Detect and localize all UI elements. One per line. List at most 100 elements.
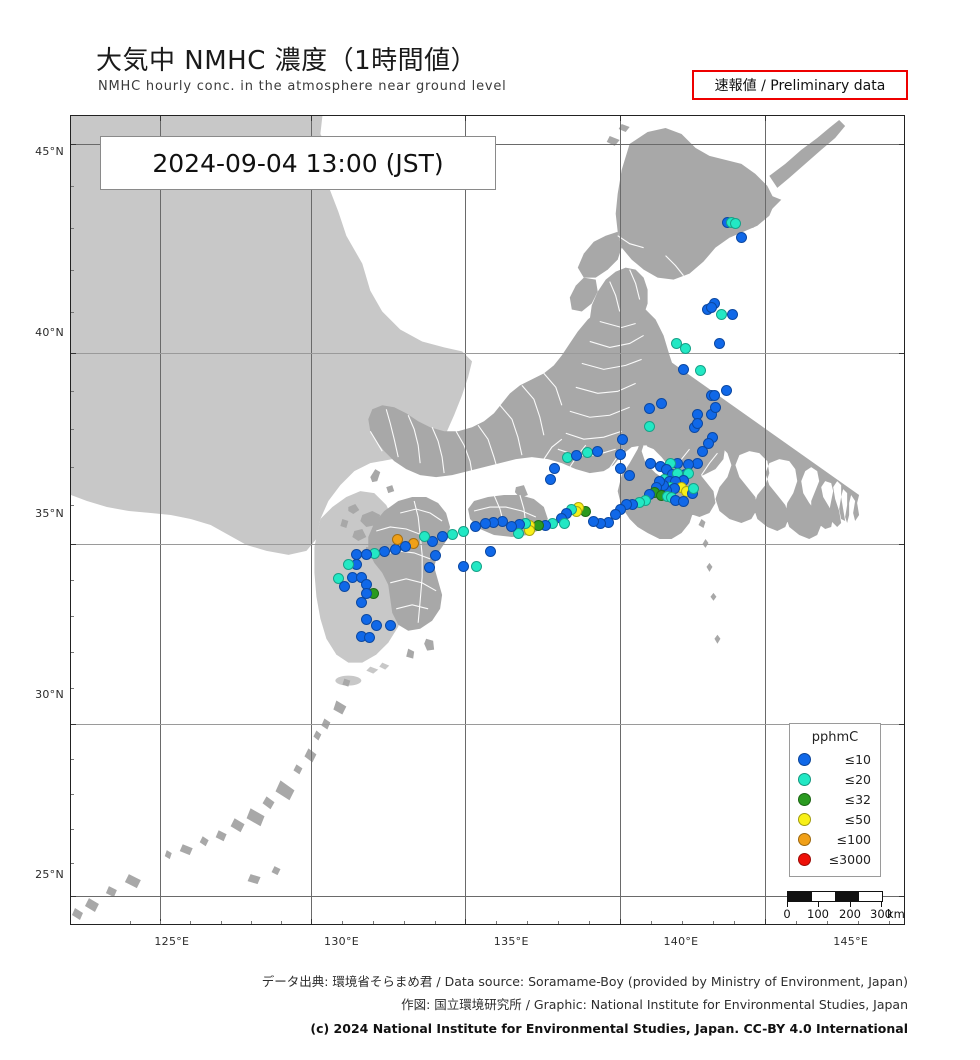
observation-point[interactable]	[360, 548, 372, 560]
tick-minor	[221, 921, 222, 924]
scale-bar-graphic	[787, 891, 883, 902]
observation-point[interactable]	[735, 232, 747, 244]
tick-right	[899, 544, 904, 545]
observation-point[interactable]	[392, 533, 404, 545]
observation-point[interactable]	[720, 384, 732, 396]
observation-point[interactable]	[418, 530, 430, 542]
tick-minor	[71, 186, 74, 187]
tick-lat-25	[71, 896, 76, 897]
observation-point[interactable]	[708, 390, 720, 402]
observation-point[interactable]	[512, 528, 524, 540]
observation-point[interactable]	[506, 520, 518, 532]
legend-item[interactable]: ≤3000	[796, 849, 874, 869]
observation-point[interactable]	[695, 365, 707, 377]
footer-copyright: (c) 2024 National Institute for Environm…	[310, 1021, 908, 1036]
observation-point[interactable]	[571, 450, 583, 462]
tick-minor	[404, 921, 405, 924]
tick-lat-40	[71, 353, 76, 354]
observation-point[interactable]	[591, 446, 603, 458]
observation-point[interactable]	[679, 342, 691, 354]
observation-point[interactable]	[702, 437, 714, 449]
graticule-lon-135	[465, 116, 466, 924]
tick-minor	[71, 688, 74, 689]
observation-point[interactable]	[360, 587, 372, 599]
tick-lon-130	[311, 919, 312, 924]
observation-point[interactable]	[615, 448, 627, 460]
observation-point[interactable]	[706, 302, 718, 314]
observation-point[interactable]	[617, 434, 629, 446]
observation-point[interactable]	[430, 549, 442, 561]
tick-minor	[342, 921, 343, 924]
tick-minor	[281, 921, 282, 924]
observation-point[interactable]	[423, 561, 435, 573]
observation-point[interactable]	[361, 613, 373, 625]
observation-point[interactable]	[644, 403, 656, 415]
tick-minor	[589, 921, 590, 924]
observation-point[interactable]	[457, 526, 469, 538]
footer-data-source: データ出典: 環境省そらまめ君 / Data source: Soramame-…	[261, 974, 908, 989]
observation-point[interactable]	[343, 558, 355, 570]
observation-point[interactable]	[692, 417, 704, 429]
observation-point[interactable]	[355, 596, 367, 608]
observation-point[interactable]	[678, 495, 690, 507]
observation-point[interactable]	[332, 573, 344, 585]
observation-point[interactable]	[644, 420, 656, 432]
observation-point[interactable]	[479, 518, 491, 530]
observation-point[interactable]	[710, 401, 722, 413]
tick-minor	[435, 921, 436, 924]
legend-item[interactable]: ≤20	[796, 769, 874, 789]
tick-minor	[858, 921, 859, 924]
observation-point[interactable]	[426, 536, 438, 548]
graticule-lon-145	[765, 116, 766, 924]
legend-label: ≤3000	[828, 851, 871, 867]
scale-seg-3	[835, 892, 859, 901]
observation-point[interactable]	[587, 516, 599, 528]
tick-lat-35	[71, 544, 76, 545]
observation-point[interactable]	[559, 518, 571, 530]
legend-swatch-3	[798, 812, 811, 826]
observation-point[interactable]	[623, 470, 635, 482]
legend-item[interactable]: ≤10	[796, 749, 874, 769]
observation-point[interactable]	[656, 397, 668, 409]
observation-point[interactable]	[363, 631, 375, 643]
observation-point[interactable]	[713, 338, 725, 350]
ryukyu-islands	[71, 678, 351, 921]
observation-point[interactable]	[379, 546, 391, 558]
tick-top	[765, 116, 766, 121]
observation-point[interactable]	[385, 619, 397, 631]
observation-point[interactable]	[350, 548, 362, 560]
observation-point[interactable]	[727, 308, 739, 320]
observation-point[interactable]	[471, 560, 483, 572]
observation-point[interactable]	[696, 446, 708, 458]
observation-point[interactable]	[715, 308, 727, 320]
observation-point[interactable]	[544, 473, 556, 485]
lon-axis-label: 125°E	[154, 935, 190, 948]
observation-point[interactable]	[437, 530, 449, 542]
sado-island	[561, 397, 582, 414]
legend-item[interactable]: ≤50	[796, 809, 874, 829]
map-plot-area[interactable]: pphmC ≤10 ≤20 ≤32 ≤50 ≤100 ≤3000 0 100 200 300 km	[70, 115, 905, 925]
observation-point[interactable]	[730, 217, 742, 229]
tick-minor	[373, 921, 374, 924]
legend-item[interactable]: ≤100	[796, 829, 874, 849]
observation-point[interactable]	[610, 508, 622, 520]
observation-point[interactable]	[688, 482, 700, 494]
observation-point[interactable]	[549, 463, 561, 475]
legend-label: ≤100	[836, 831, 871, 847]
observation-point[interactable]	[338, 580, 350, 592]
scale-seg-2	[811, 892, 835, 901]
tick-top	[620, 116, 621, 121]
observation-point[interactable]	[614, 463, 626, 475]
tick-minor	[71, 616, 74, 617]
observation-point[interactable]	[457, 560, 469, 572]
observation-point[interactable]	[370, 619, 382, 631]
legend-swatch-0	[798, 752, 811, 766]
tick-minor	[71, 829, 74, 830]
observation-point[interactable]	[470, 520, 482, 532]
observation-point[interactable]	[389, 544, 401, 556]
legend-item[interactable]: ≤32	[796, 789, 874, 809]
kyushu	[368, 497, 451, 631]
observation-point[interactable]	[484, 546, 496, 558]
observation-point[interactable]	[678, 363, 690, 375]
